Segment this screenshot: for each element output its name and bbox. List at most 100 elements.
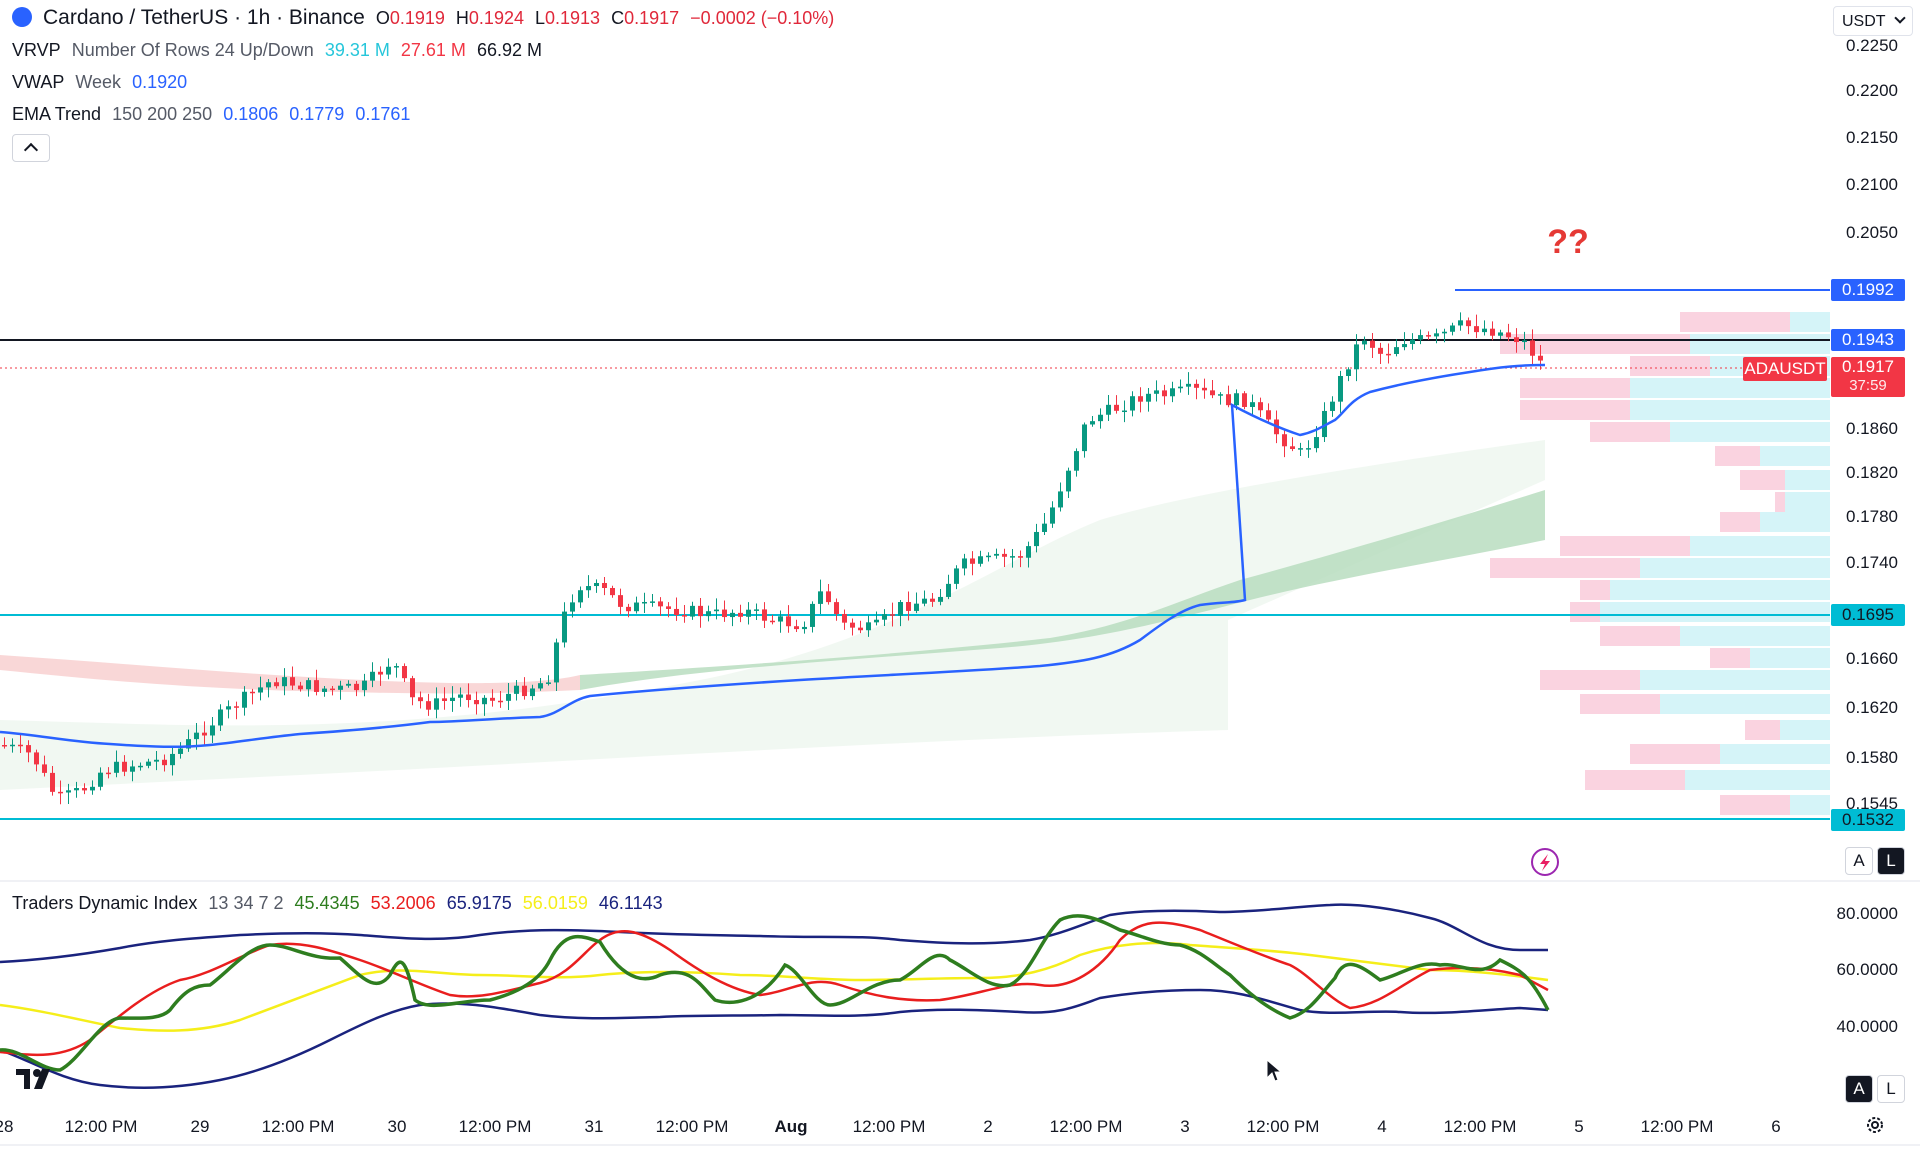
time-axis-label: 6 <box>1771 1117 1781 1136</box>
time-axis-label: 12:00 PM <box>1246 1117 1320 1136</box>
candle-body <box>98 772 103 787</box>
time-axis-label: 4 <box>1377 1117 1387 1136</box>
candle-body <box>594 582 599 587</box>
candle-body <box>738 612 743 617</box>
symbol-price-tag[interactable]: ADAUSDT <box>1743 357 1827 381</box>
candle-body <box>722 609 727 618</box>
volume-profile-down-bar <box>1600 626 1680 646</box>
candle-body <box>482 697 487 705</box>
price-axis-label: 0.1860 <box>1846 419 1898 438</box>
symbol-legend[interactable]: Cardano / TetherUS · 1h · Binance O0.191… <box>12 6 840 30</box>
auto-scale-button[interactable]: A <box>1845 847 1873 875</box>
candle-body <box>1234 393 1239 406</box>
candle-body <box>466 694 471 701</box>
candle-body <box>962 558 967 569</box>
candle-body <box>1530 340 1535 356</box>
tradingview-logo[interactable] <box>16 1065 58 1091</box>
candle-body <box>546 682 551 684</box>
volume-profile-down-bar <box>1500 334 1690 354</box>
ema-legend[interactable]: EMA Trend 150 200 250 0.1806 0.1779 0.17… <box>12 104 416 125</box>
candle-body <box>138 765 143 768</box>
ema-cloud-light <box>0 440 1545 790</box>
ema-v1: 0.1806 <box>223 104 279 124</box>
volume-profile-down-bar <box>1710 648 1750 668</box>
tdi-series <box>0 903 1550 1089</box>
candle-body <box>762 609 767 621</box>
price-axis-label: 0.1620 <box>1846 698 1898 717</box>
vrvp-legend[interactable]: VRVP Number Of Rows 24 Up/Down 39.31 M 2… <box>12 40 548 61</box>
candle-body <box>1402 344 1407 348</box>
candle-body <box>34 752 39 765</box>
log-scale-button[interactable]: L <box>1877 847 1905 875</box>
candle-body <box>1434 333 1439 337</box>
vwap-legend[interactable]: VWAP Week 0.1920 <box>12 72 193 93</box>
candle-body <box>1466 320 1471 327</box>
candle-body <box>602 582 607 589</box>
candle-body <box>1538 355 1543 361</box>
tdi-auto-button[interactable]: A <box>1845 1075 1873 1103</box>
price-tag-support-1[interactable]: 0.1695 <box>1831 604 1905 626</box>
candle-body <box>978 556 983 564</box>
last-price-tag[interactable]: 0.1917 37:59 <box>1831 357 1905 397</box>
volume-profile-down-bar <box>1720 512 1760 532</box>
currency-selector[interactable]: USDT <box>1833 6 1913 36</box>
candle-body <box>674 608 679 616</box>
tdi-name: Traders Dynamic Index <box>12 893 198 913</box>
candle-body <box>1130 396 1135 411</box>
price-tag-support-2[interactable]: 0.1532 <box>1831 809 1905 831</box>
price-axis-label: 0.2200 <box>1846 81 1898 100</box>
tdi-red-line <box>0 921 1549 1057</box>
change-value: −0.0002 (−0.10%) <box>690 8 835 28</box>
volume-profile-up-bar <box>1660 694 1830 714</box>
candle-body <box>90 786 95 791</box>
candle-body <box>82 788 87 791</box>
collapse-legend-button[interactable] <box>12 134 50 162</box>
candle-body <box>330 688 335 691</box>
volume-profile-up-bar <box>1785 470 1830 490</box>
candle-body <box>1298 448 1303 450</box>
price-tag-resistance-high[interactable]: 0.1992 <box>1831 279 1905 301</box>
candle-body <box>786 616 791 627</box>
volume-profile-down-bar <box>1745 720 1780 740</box>
candle-body <box>50 772 55 792</box>
candle-body <box>1426 335 1431 337</box>
candle-body <box>778 616 783 622</box>
candle-body <box>426 701 431 710</box>
candle-body <box>730 612 735 618</box>
candle-body <box>1178 386 1183 389</box>
time-axis-label: 3 <box>1180 1117 1190 1136</box>
candle-body <box>890 614 895 616</box>
candle-body <box>770 620 775 623</box>
vwap-value: 0.1920 <box>132 72 188 92</box>
price-tag-resistance[interactable]: 0.1943 <box>1831 329 1905 351</box>
volume-profile <box>1490 312 1830 815</box>
volume-profile-down-bar <box>1775 492 1785 512</box>
candle-body <box>1458 320 1463 326</box>
candle-body <box>26 745 31 753</box>
tdi-legend[interactable]: Traders Dynamic Index 13 34 7 2 45.4345 … <box>12 893 669 914</box>
candle-body <box>850 622 855 628</box>
tdi-log-button[interactable]: L <box>1877 1075 1905 1103</box>
candle-body <box>282 677 287 687</box>
volume-profile-down-bar <box>1720 795 1790 815</box>
question-annotation[interactable]: ?? <box>1547 223 1589 261</box>
tdi-lower-band <box>0 988 1549 1089</box>
candle-body <box>1186 383 1191 387</box>
chevron-down-icon <box>1894 12 1906 24</box>
volume-profile-down-bar <box>1570 602 1600 622</box>
candle-body <box>666 606 671 609</box>
candle-body <box>938 596 943 602</box>
volume-profile-down-bar <box>1585 770 1685 790</box>
candle-body <box>146 761 151 766</box>
candle-body <box>130 766 135 772</box>
candle-body <box>618 595 623 607</box>
candle-body <box>1410 339 1415 345</box>
time-axis-label: 12:00 PM <box>852 1117 926 1136</box>
low-key: L <box>535 8 546 28</box>
lightning-icon[interactable] <box>1531 848 1559 876</box>
candle-body <box>834 602 839 614</box>
chart-settings-button[interactable] <box>1864 1114 1886 1136</box>
tdi-axis-label: 60.0000 <box>1836 960 1898 979</box>
candle-body <box>170 753 175 766</box>
